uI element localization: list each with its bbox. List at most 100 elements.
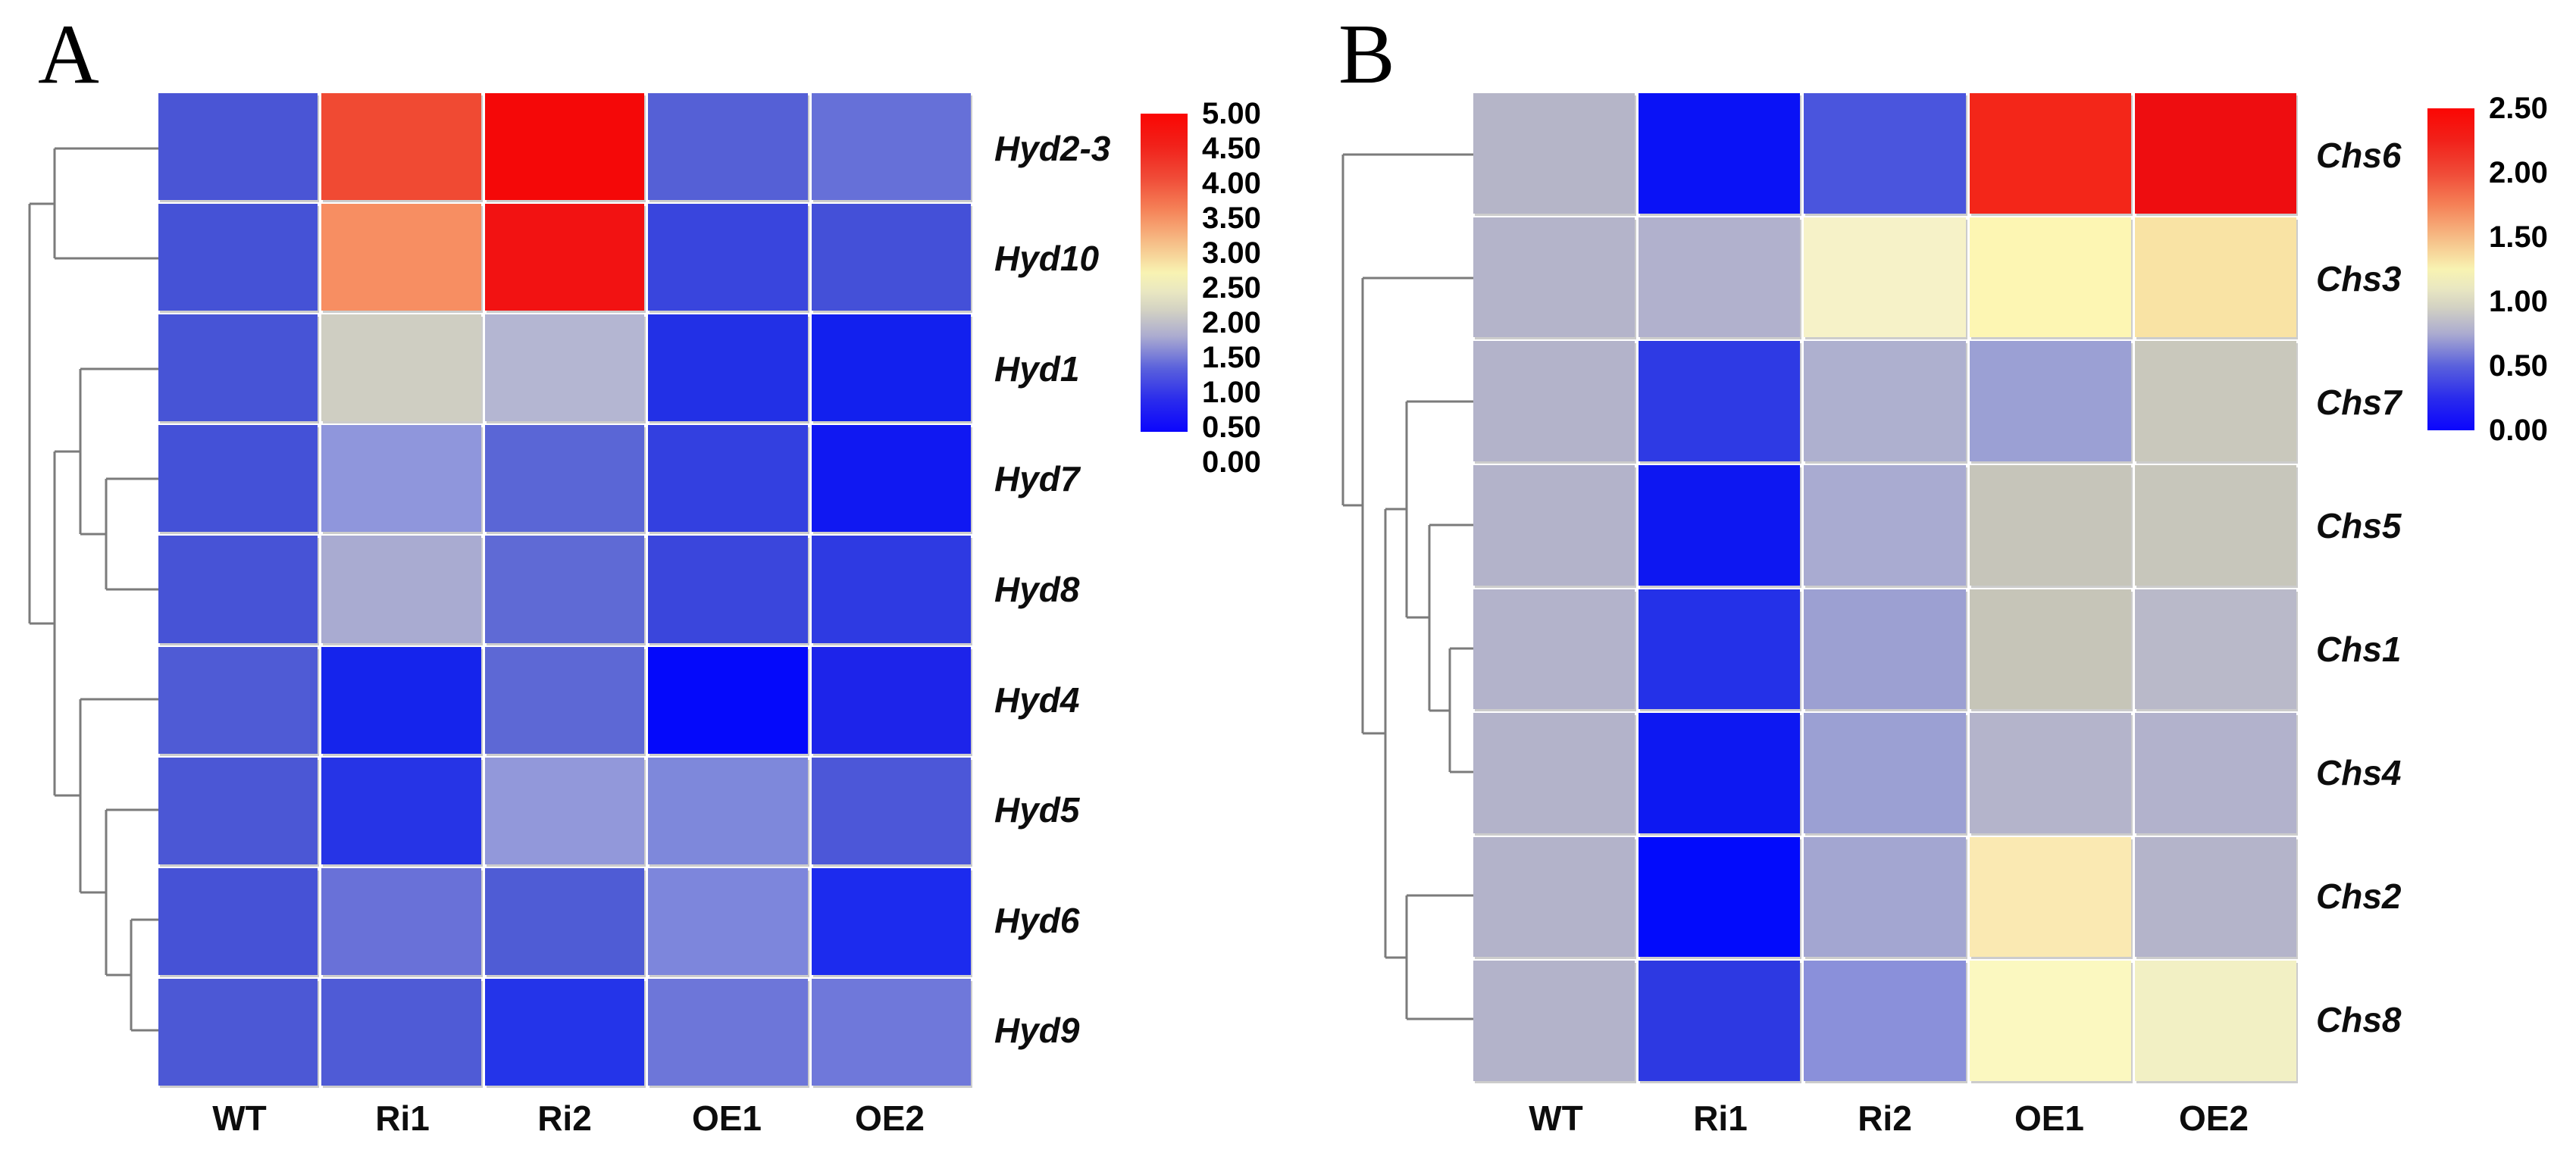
heatmap-cell-Chs1-WT: [1473, 589, 1635, 710]
heatmap-cell-Hyd1-OE1: [648, 314, 808, 422]
heatmap-cell-Chs4-OE1: [1969, 713, 2131, 833]
row-label-Hyd7: Hyd7: [994, 459, 1080, 498]
heatmap-cell-Hyd7-OE1: [648, 425, 808, 533]
heatmap-cell-Hyd8-OE1: [648, 536, 808, 643]
heatmap-cell-Hyd1-WT: [158, 314, 318, 422]
colorbar-tick-A-3.50: 3.50: [1202, 202, 1261, 235]
heatmap-cell-Chs7-Ri2: [1804, 341, 1966, 461]
heatmap-cell-Hyd4-OE2: [811, 646, 971, 754]
row-label-Hyd10: Hyd10: [994, 239, 1100, 278]
heatmap-cell-Hyd2-3-Ri1: [321, 93, 481, 201]
heatmap-cell-Chs6-Ri2: [1804, 93, 1966, 214]
heatmap-cell-Hyd4-Ri2: [484, 646, 645, 754]
col-label-B-OE2: OE2: [2178, 1098, 2249, 1138]
heatmap-cell-Hyd7-OE2: [811, 425, 971, 533]
colorbar-tick-A-1.00: 1.00: [1202, 376, 1261, 409]
col-label-B-Ri2: Ri2: [1858, 1098, 1912, 1138]
heatmap-cell-Hyd2-3-OE2: [811, 93, 971, 201]
heatmap-cell-Hyd8-OE2: [811, 536, 971, 643]
row-label-Chs7: Chs7: [2316, 383, 2402, 422]
heatmap-cell-Hyd6-Ri2: [484, 867, 645, 975]
heatmap-cell-Hyd8-WT: [158, 536, 318, 643]
row-label-Hyd2-3: Hyd2-3: [994, 129, 1111, 168]
heatmap-cell-Chs3-Ri2: [1804, 217, 1966, 338]
heatmap-cell-Chs6-WT: [1473, 93, 1635, 214]
heatmap-cell-Chs2-Ri2: [1804, 836, 1966, 958]
heatmap-cell-Chs7-OE1: [1969, 341, 2131, 461]
heatmap-cell-Chs2-OE1: [1969, 836, 2131, 958]
col-label-A-OE1: OE1: [691, 1098, 762, 1138]
heatmap-cell-Chs6-Ri1: [1639, 93, 1801, 214]
heatmap-cell-Chs2-Ri1: [1639, 836, 1801, 958]
heatmap-cell-Chs3-WT: [1473, 217, 1635, 338]
col-label-A-Ri2: Ri2: [537, 1098, 592, 1138]
heatmap-cell-Hyd7-Ri2: [484, 425, 645, 533]
heatmap-cell-Chs3-OE2: [2134, 217, 2296, 338]
heatmap-cell-Chs7-Ri1: [1639, 341, 1801, 461]
colorbar-ticks-b: 2.50 2.00 1.50 1.00 0.50 0.00: [2489, 91, 2576, 448]
col-label-B-Ri1: Ri1: [1693, 1098, 1748, 1138]
colorbar-tick-B-1.50: 1.50: [2489, 220, 2548, 254]
panel-b-label: B: [1338, 8, 1395, 102]
heatmap-cell-Hyd5-OE2: [811, 757, 971, 864]
heatmap-cell-Hyd4-Ri1: [321, 646, 481, 754]
heatmap-cell-Hyd7-Ri1: [321, 425, 481, 533]
heatmap-cell-Hyd9-OE2: [811, 978, 971, 1086]
row-label-Hyd1: Hyd1: [994, 349, 1080, 389]
colorbar-tick-B-0.00: 0.00: [2489, 414, 2548, 447]
heatmap-cell-Chs4-OE2: [2134, 713, 2296, 833]
heatmap-panel-a: [158, 93, 971, 1086]
heatmap-cell-Chs1-OE2: [2134, 589, 2296, 710]
heatmap-cell-Chs3-Ri1: [1639, 217, 1801, 338]
heatmap-cell-Hyd10-OE2: [811, 204, 971, 311]
colorbar-tick-A-4.00: 4.00: [1202, 167, 1261, 200]
row-label-Hyd6: Hyd6: [994, 901, 1080, 940]
heatmap-cell-Hyd9-OE1: [648, 978, 808, 1086]
heatmap-cell-Hyd5-WT: [158, 757, 318, 864]
heatmap-cell-Chs7-OE2: [2134, 341, 2296, 461]
colorbar-tick-B-0.50: 0.50: [2489, 349, 2548, 383]
panel-a-label: A: [38, 8, 99, 102]
heatmap-cell-Chs6-OE1: [1969, 93, 2131, 214]
heatmap-cell-Hyd5-Ri2: [484, 757, 645, 864]
heatmap-panel-b: [1473, 93, 2296, 1081]
heatmap-cell-Chs2-WT: [1473, 836, 1635, 958]
col-label-B-OE1: OE1: [2014, 1098, 2085, 1138]
heatmap-cell-Hyd10-Ri1: [321, 204, 481, 311]
heatmap-cell-Hyd5-OE1: [648, 757, 808, 864]
col-label-A-OE2: OE2: [854, 1098, 925, 1138]
colorbar-tick-A-2.50: 2.50: [1202, 271, 1261, 305]
heatmap-cell-Chs1-OE1: [1969, 589, 2131, 710]
heatmap-cell-Hyd9-Ri1: [321, 978, 481, 1086]
row-label-Chs6: Chs6: [2316, 136, 2402, 175]
row-label-Chs8: Chs8: [2316, 1000, 2402, 1039]
heatmap-cell-Chs6-OE2: [2134, 93, 2296, 214]
heatmap-cell-Chs1-Ri2: [1804, 589, 1966, 710]
heatmap-cell-Chs5-OE1: [1969, 464, 2131, 586]
heatmap-cell-Hyd7-WT: [158, 425, 318, 533]
heatmap-cell-Chs3-OE1: [1969, 217, 2131, 338]
heatmap-cell-Hyd8-Ri2: [484, 536, 645, 643]
col-label-A-Ri1: Ri1: [375, 1098, 430, 1138]
heatmap-cell-Hyd6-WT: [158, 867, 318, 975]
heatmap-cell-Hyd4-OE1: [648, 646, 808, 754]
colorbar-a: [1141, 114, 1188, 432]
heatmap-cell-Chs4-Ri1: [1639, 713, 1801, 833]
row-label-Chs2: Chs2: [2316, 877, 2402, 916]
row-label-Hyd4: Hyd4: [994, 680, 1080, 720]
heatmap-cell-Chs2-OE2: [2134, 836, 2296, 958]
colorbar-tick-A-2.00: 2.00: [1202, 306, 1261, 339]
heatmap-cell-Chs5-OE2: [2134, 464, 2296, 586]
heatmap-cell-Hyd6-OE2: [811, 867, 971, 975]
row-label-Chs5: Chs5: [2316, 506, 2402, 545]
row-label-Chs4: Chs4: [2316, 753, 2402, 792]
heatmap-cell-Chs5-WT: [1473, 464, 1635, 586]
heatmap-cell-Chs5-Ri1: [1639, 464, 1801, 586]
row-label-Hyd9: Hyd9: [994, 1011, 1080, 1050]
colorbar-tick-A-3.00: 3.00: [1202, 236, 1261, 270]
heatmap-cell-Hyd9-WT: [158, 978, 318, 1086]
row-label-Chs1: Chs1: [2316, 630, 2402, 669]
heatmap-cell-Hyd1-OE2: [811, 314, 971, 422]
col-label-A-WT: WT: [212, 1098, 267, 1138]
